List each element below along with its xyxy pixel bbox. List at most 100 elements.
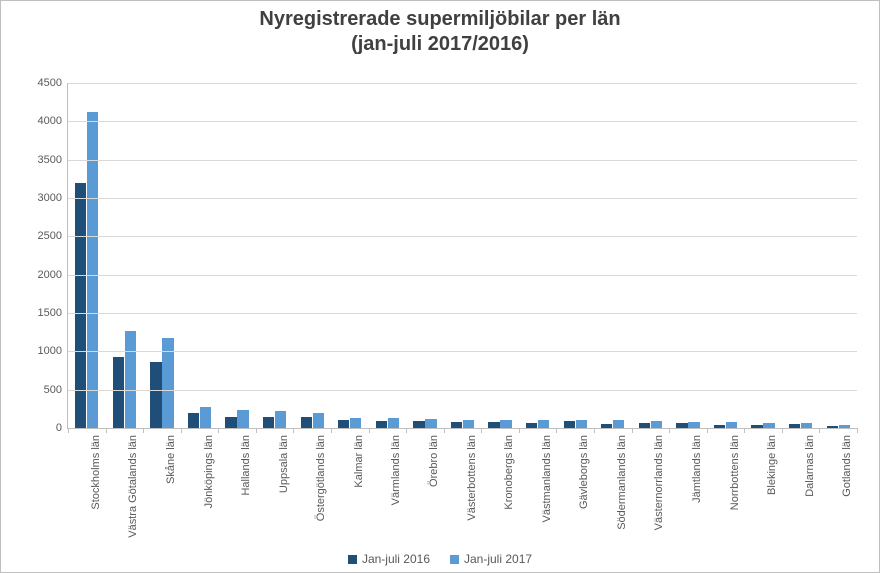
x-tick-mark bbox=[744, 428, 745, 433]
bar-2017 bbox=[613, 420, 624, 428]
bar-2016 bbox=[601, 424, 612, 428]
y-tick-label: 3000 bbox=[38, 192, 68, 204]
bar-2016 bbox=[301, 417, 312, 428]
bar-2017 bbox=[350, 418, 361, 428]
legend-item-2017: Jan-juli 2017 bbox=[450, 552, 532, 566]
y-tick-label: 4500 bbox=[38, 77, 68, 89]
bar-2016 bbox=[714, 425, 725, 428]
x-tick-label: Dalarnas län bbox=[804, 435, 816, 497]
x-tick-mark bbox=[369, 428, 370, 433]
bar-2016 bbox=[413, 421, 424, 428]
legend-item-2016: Jan-juli 2016 bbox=[348, 552, 430, 566]
x-tick-mark bbox=[632, 428, 633, 433]
bar-2017 bbox=[313, 413, 324, 428]
x-tick-mark bbox=[331, 428, 332, 433]
gridline bbox=[68, 390, 857, 391]
legend-label-2016: Jan-juli 2016 bbox=[362, 552, 430, 566]
gridline bbox=[68, 313, 857, 314]
x-tick-label: Södermanlands län bbox=[616, 435, 628, 530]
x-tick-label: Örebro län bbox=[428, 435, 440, 487]
x-tick-mark bbox=[707, 428, 708, 433]
bar-2017 bbox=[500, 420, 511, 428]
x-tick-label: Västerbottens län bbox=[466, 435, 478, 521]
bar-2016 bbox=[263, 417, 274, 428]
bar-2017 bbox=[538, 420, 549, 428]
bar-2017 bbox=[275, 411, 286, 428]
x-tick-label: Skåne län bbox=[165, 435, 177, 484]
gridline bbox=[68, 121, 857, 122]
x-tick-mark bbox=[782, 428, 783, 433]
bar-2017 bbox=[576, 420, 587, 428]
y-tick-label: 4000 bbox=[38, 115, 68, 127]
x-tick-label: Värmlands län bbox=[390, 435, 402, 505]
bar-2017 bbox=[425, 419, 436, 428]
x-axis-labels: Stockholms län Västra Götalands län Skåne … bbox=[67, 435, 857, 535]
bar-2016 bbox=[564, 421, 575, 428]
x-tick-label: Blekinge län bbox=[766, 435, 778, 495]
x-tick-mark bbox=[143, 428, 144, 433]
bar-2016 bbox=[526, 423, 537, 428]
bar-2016 bbox=[113, 357, 124, 428]
bar-2016 bbox=[488, 422, 499, 428]
x-tick-mark bbox=[819, 428, 820, 433]
gridline bbox=[68, 351, 857, 352]
bar-2017 bbox=[651, 421, 662, 428]
x-tick-label: Stockholms län bbox=[90, 435, 102, 510]
bar-2017 bbox=[125, 331, 136, 428]
x-tick-mark bbox=[406, 428, 407, 433]
gridline bbox=[68, 236, 857, 237]
x-tick-mark bbox=[519, 428, 520, 433]
x-tick-mark bbox=[181, 428, 182, 433]
bar-2017 bbox=[726, 422, 737, 428]
x-tick-label: Norrbottens län bbox=[729, 435, 741, 510]
y-tick-label: 3500 bbox=[38, 154, 68, 166]
bar-2017 bbox=[463, 420, 474, 428]
gridline bbox=[68, 275, 857, 276]
y-tick-label: 500 bbox=[44, 384, 68, 396]
plot-area: 050010001500200025003000350040004500 bbox=[67, 83, 857, 429]
y-tick-label: 1500 bbox=[38, 307, 68, 319]
x-tick-label: Jönköpings län bbox=[203, 435, 215, 508]
x-tick-mark bbox=[106, 428, 107, 433]
bar-2016 bbox=[338, 420, 349, 428]
x-tick-mark bbox=[293, 428, 294, 433]
bar-2017 bbox=[801, 423, 812, 428]
bars-layer bbox=[68, 83, 857, 428]
bar-2017 bbox=[688, 422, 699, 428]
x-tick-mark bbox=[444, 428, 445, 433]
bar-2016 bbox=[225, 417, 236, 428]
legend-swatch-2016 bbox=[348, 555, 357, 564]
bar-2016 bbox=[451, 422, 462, 428]
gridline bbox=[68, 198, 857, 199]
bar-2016 bbox=[188, 413, 199, 428]
x-tick-label: Kalmar län bbox=[353, 435, 365, 488]
x-tick-mark bbox=[669, 428, 670, 433]
bar-2016 bbox=[75, 183, 86, 428]
bar-2017 bbox=[839, 425, 850, 428]
legend-swatch-2017 bbox=[450, 555, 459, 564]
gridline bbox=[68, 83, 857, 84]
x-tick-mark bbox=[594, 428, 595, 433]
bar-2016 bbox=[150, 362, 161, 428]
legend-label-2017: Jan-juli 2017 bbox=[464, 552, 532, 566]
x-tick-mark bbox=[218, 428, 219, 433]
x-tick-label: Västra Götalands län bbox=[127, 435, 139, 538]
bar-2017 bbox=[388, 418, 399, 428]
bar-2017 bbox=[763, 423, 774, 428]
x-tick-mark bbox=[256, 428, 257, 433]
bar-2016 bbox=[827, 426, 838, 428]
bar-2016 bbox=[751, 425, 762, 428]
x-tick-label: Västernorrlands län bbox=[653, 435, 665, 530]
bar-2017 bbox=[237, 410, 248, 428]
bar-2016 bbox=[376, 421, 387, 428]
bar-2016 bbox=[789, 424, 800, 428]
chart-title: Nyregistrerade supermiljöbilar per län (… bbox=[1, 1, 879, 57]
bar-2016 bbox=[676, 423, 687, 428]
y-tick-label: 2500 bbox=[38, 230, 68, 242]
x-tick-label: Jämtlands län bbox=[691, 435, 703, 503]
bar-2016 bbox=[639, 423, 650, 428]
legend: Jan-juli 2016 Jan-juli 2017 bbox=[1, 552, 879, 566]
x-tick-label: Uppsala län bbox=[278, 435, 290, 493]
x-tick-label: Västmanlands län bbox=[541, 435, 553, 522]
x-tick-mark bbox=[857, 428, 858, 433]
